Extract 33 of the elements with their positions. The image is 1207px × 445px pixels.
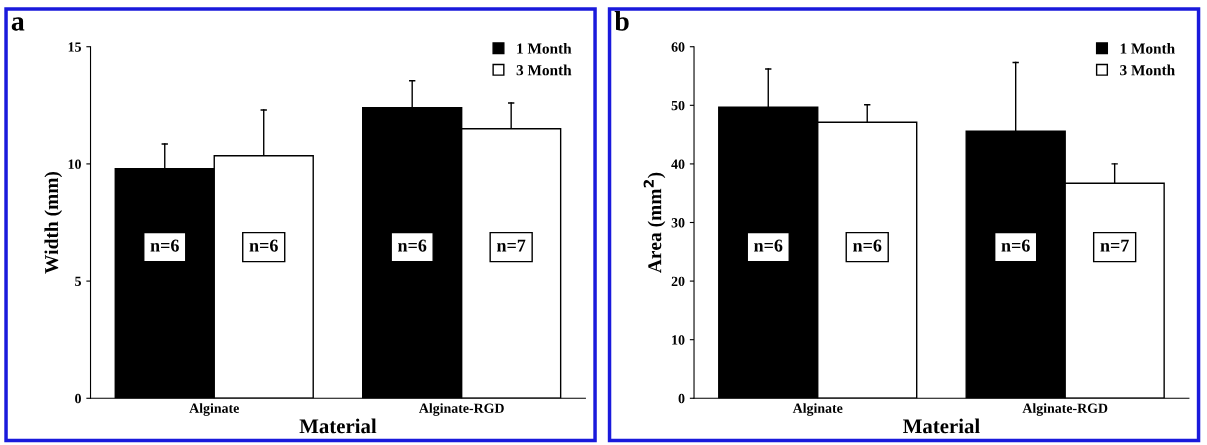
annotation: n=6 [249, 239, 278, 252]
x-tick-label: Alginate [189, 403, 239, 416]
x-tick-label: Alginate [792, 403, 843, 416]
y-tick-label: 20 [671, 276, 685, 287]
y-tick-label: 30 [671, 218, 685, 228]
y-tick-label: 50 [671, 100, 685, 111]
x-tick-label: Alginate-RGD [419, 403, 504, 416]
y-tick-label: 0 [75, 393, 81, 404]
annotation: n=6 [1001, 239, 1030, 252]
y-axis-title: Area (mm$^{2}$) [643, 172, 666, 274]
x-axis-title: Material [299, 418, 377, 434]
x-axis-title: Material [903, 418, 980, 434]
annotation: n=6 [853, 239, 882, 252]
annotation: n=6 [150, 239, 179, 252]
annotation: n=7 [1100, 239, 1129, 252]
annotation: n=6 [754, 239, 783, 252]
chart-title: b [614, 11, 629, 31]
y-tick-label: 10 [68, 159, 81, 169]
annotation: n=6 [398, 239, 427, 252]
y-tick-label: 15 [68, 42, 81, 52]
y-tick-label: 40 [671, 159, 685, 169]
y-tick-label: 0 [678, 393, 685, 404]
legend-label: 3 Month [1120, 64, 1175, 76]
y-tick-label: 60 [671, 42, 685, 52]
legend-label: 1 Month [517, 42, 572, 54]
y-axis-title: Width (mm) [44, 171, 63, 274]
annotation: n=7 [496, 239, 526, 252]
legend-label: 3 Month [516, 64, 572, 76]
y-tick-label: 5 [75, 276, 81, 287]
chart-title: a [11, 17, 25, 31]
x-tick-label: Alginate-RGD [1022, 403, 1108, 416]
legend-label: 1 Month [1120, 42, 1175, 54]
y-tick-label: 10 [672, 335, 685, 345]
